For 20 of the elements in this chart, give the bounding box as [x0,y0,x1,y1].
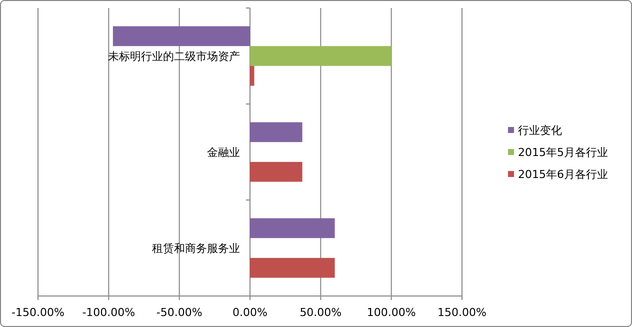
bar [250,66,254,86]
y-tick-label: 未标明行业的二级市场资产 [108,50,240,63]
x-tick-label: 50.00% [300,306,342,319]
bar [250,162,302,182]
bar [250,46,392,66]
x-tick-label: 150.00% [438,306,486,319]
y-tick-label: 租赁和商务服务业 [152,242,240,255]
legend-label: 2015年6月各行业 [518,168,608,181]
y-tick-label: 金融业 [207,146,240,159]
bar [250,122,302,142]
bar [112,26,250,46]
x-tick-label: -50.00% [156,306,202,319]
legend-label: 行业变化 [518,124,562,137]
bar [250,258,335,278]
legend-label: 2015年5月各行业 [518,146,608,159]
bar [250,218,335,238]
x-tick-label: 0.00% [232,306,268,319]
x-tick-label: -150.00% [12,306,64,319]
x-tick-label: 100.00% [366,306,416,319]
x-tick-label: -100.00% [82,306,136,319]
